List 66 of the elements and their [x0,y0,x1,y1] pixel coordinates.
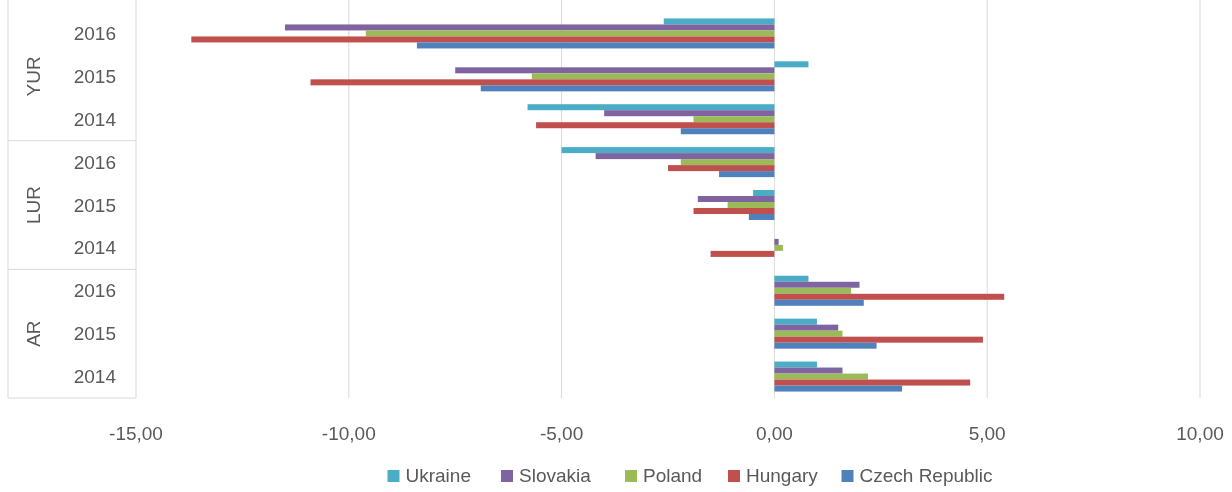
y-tick-label: 2014 [73,366,117,388]
text: LUR [22,185,44,225]
bar [774,373,869,380]
bar [774,293,1005,300]
bar [310,79,775,86]
bar [536,122,775,129]
x-tick-label: 0,00 [755,423,793,444]
bar [719,171,775,178]
bar [774,275,809,282]
legend-label: Hungary [746,465,819,486]
bar [774,299,864,306]
bar [680,128,775,135]
bar [480,85,775,92]
bar [710,250,775,257]
bar [774,324,839,331]
bar [774,61,809,68]
legend-label: Czech Republic [859,465,993,486]
bar [774,281,860,288]
y-tick-label: 2015 [73,194,116,216]
bar [774,361,817,368]
y-tick-label: 2014 [73,108,117,130]
y-tick-label: 2015 [73,323,116,345]
bar [561,147,775,154]
legend-label: Poland [643,465,703,486]
bar [527,104,775,111]
y-tick-label: 2016 [73,22,116,44]
bar [774,336,983,343]
x-tick-label: 10,00 [1176,423,1224,444]
bar [774,367,843,374]
bar [531,73,775,80]
bar [663,18,775,25]
bar [774,379,971,386]
bar [774,330,843,337]
bar [595,153,775,160]
bar [191,36,775,43]
bar [693,208,775,215]
bar [774,385,903,392]
bar [774,287,852,294]
bar [774,318,817,325]
bar [693,116,775,123]
bar [774,342,877,349]
text: AR [22,320,44,347]
y-tick-label: 2016 [73,151,116,173]
y-tick-label: 2014 [73,237,117,259]
x-tick-label: -5,00 [539,423,584,444]
bar [284,24,775,31]
y-tick-label: 2015 [73,65,116,87]
y-tick-label: 2016 [73,280,116,302]
bar [680,159,775,166]
bar [697,195,775,202]
bar [748,214,775,221]
x-tick-label: -10,00 [321,423,376,444]
bar [416,42,775,49]
bar [727,202,775,208]
text: YUR [22,56,44,97]
bar [668,165,775,172]
x-tick-label: 5,00 [968,423,1006,444]
bar [604,110,775,117]
legend-label: Ukraine [405,465,471,486]
bar [753,189,775,196]
bar [365,30,775,37]
bar [774,244,783,251]
legend-label: Slovakia [519,465,592,486]
bar [774,238,779,245]
bar [455,67,775,74]
x-tick-label: -15,00 [109,423,163,444]
